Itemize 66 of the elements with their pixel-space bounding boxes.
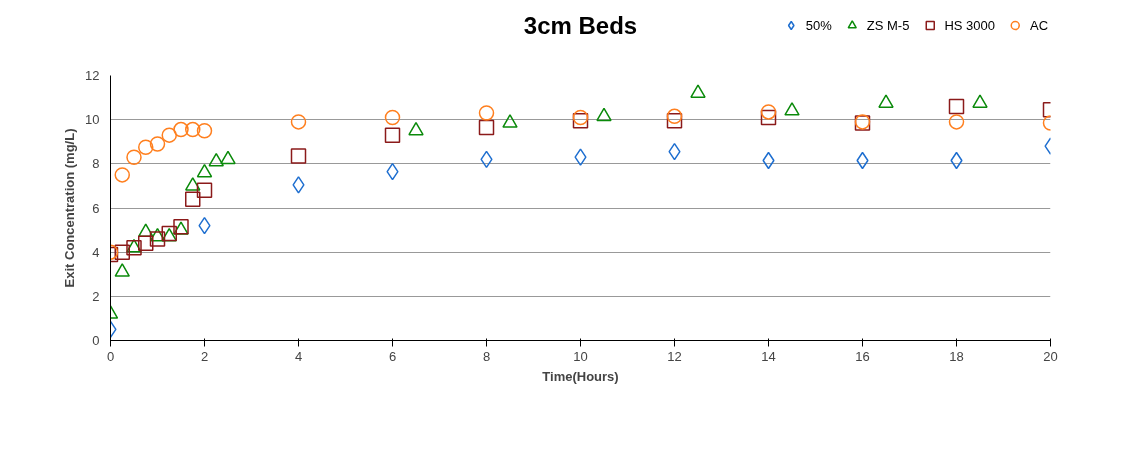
x-tick-label: 0 <box>106 348 115 364</box>
point <box>185 177 201 191</box>
point <box>196 122 213 139</box>
point <box>292 176 305 194</box>
point <box>138 235 154 252</box>
point <box>114 244 130 260</box>
point <box>384 127 401 143</box>
legend-label: 50% <box>805 17 832 33</box>
point <box>878 94 894 108</box>
legend-label: AC <box>1030 17 1050 33</box>
x-tick-label: 12 <box>667 348 682 364</box>
y-tick-label: 8 <box>92 156 100 172</box>
legend-label: ZS M-5 <box>866 17 910 33</box>
y-axis-title: Exit Concentration (mg/L) <box>62 128 78 288</box>
y-tick-label: 0 <box>92 333 100 348</box>
point <box>972 94 988 108</box>
point <box>114 167 130 183</box>
point <box>185 191 201 207</box>
point <box>690 84 706 98</box>
x-tick-label: 4 <box>294 348 303 364</box>
point <box>126 149 142 165</box>
y-tick-label: 6 <box>92 200 100 216</box>
x-tick-label: 10 <box>573 348 588 364</box>
point <box>138 139 154 156</box>
y-tick-label: 10 <box>85 112 100 128</box>
point <box>948 114 965 130</box>
point <box>478 119 495 136</box>
x-tick-label: 16 <box>855 348 870 364</box>
legend-label: HS 3000 <box>944 17 995 33</box>
x-axis-title: Time(Hours) <box>542 368 619 384</box>
point <box>666 113 683 129</box>
point <box>478 105 495 121</box>
point <box>173 121 189 138</box>
point <box>196 182 213 199</box>
x-tick-label: 6 <box>388 348 397 364</box>
point <box>196 163 213 178</box>
x-tick-label: 8 <box>482 348 491 364</box>
point <box>502 114 518 128</box>
point <box>666 108 683 125</box>
y-tick-label: 4 <box>92 244 100 260</box>
point <box>290 148 307 164</box>
point <box>384 109 401 126</box>
y-tick-label: 12 <box>85 68 100 83</box>
point <box>572 109 589 126</box>
x-tick-label: 18 <box>949 348 964 364</box>
point <box>220 150 236 165</box>
point <box>948 98 965 115</box>
point <box>574 148 587 166</box>
point <box>760 104 777 120</box>
point <box>149 231 166 247</box>
point <box>185 121 201 138</box>
x-tick-label: 20 <box>1043 348 1058 364</box>
point <box>760 109 777 126</box>
y-tick-label: 2 <box>92 288 100 304</box>
point <box>596 107 612 122</box>
point <box>290 114 307 130</box>
point <box>114 263 130 277</box>
point <box>572 113 589 129</box>
chart-title: 3cm Beds <box>523 12 638 39</box>
point <box>784 102 800 116</box>
x-tick-label: 2 <box>200 348 209 364</box>
point <box>208 152 224 167</box>
point <box>408 121 424 136</box>
point <box>149 136 166 152</box>
point <box>161 127 177 143</box>
x-tick-label: 14 <box>761 348 776 364</box>
